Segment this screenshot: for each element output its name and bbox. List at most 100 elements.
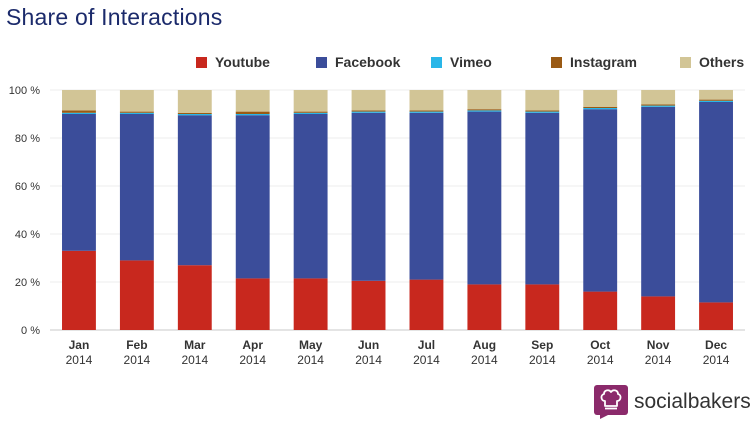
bar-segment-youtube-may[interactable] [293, 278, 328, 330]
bar-segment-instagram-feb[interactable] [119, 111, 154, 113]
brand-name: socialbakers [634, 390, 750, 413]
x-tick-year-label: 2014 [297, 353, 324, 367]
bar-segment-facebook-aug[interactable] [467, 111, 502, 285]
bar-segment-youtube-oct[interactable] [583, 291, 618, 330]
x-tick-year-label: 2014 [239, 353, 266, 367]
legend-label-facebook: Facebook [335, 54, 401, 70]
bar-segment-vimeo-dec[interactable] [699, 100, 733, 102]
bar-segment-youtube-sep[interactable] [525, 284, 560, 330]
bar-segment-others-feb[interactable] [119, 90, 154, 112]
x-tick-label: Aug [473, 338, 496, 352]
bar-segment-youtube-feb[interactable] [119, 260, 154, 330]
legend-swatch-youtube [196, 56, 207, 68]
bar-segment-vimeo-may[interactable] [293, 112, 328, 114]
bar-segment-others-dec[interactable] [699, 90, 733, 100]
chef-hat-logo-icon [594, 385, 628, 419]
legend-item-youtube[interactable]: Youtube [196, 54, 270, 70]
bar-segment-youtube-jul[interactable] [409, 279, 444, 330]
bar-segment-others-sep[interactable] [525, 90, 560, 111]
x-tick-label: Oct [590, 338, 610, 352]
bar-segment-facebook-jan[interactable] [62, 114, 96, 251]
bar-segment-vimeo-sep[interactable] [525, 111, 560, 113]
bar-segment-instagram-jun[interactable] [351, 110, 386, 112]
legend-label-others: Others [699, 54, 745, 70]
x-tick-year-label: 2014 [124, 353, 151, 367]
bar-segment-facebook-may[interactable] [293, 114, 328, 279]
bar-segment-vimeo-mar[interactable] [177, 114, 212, 116]
bar-segment-others-nov[interactable] [641, 90, 676, 105]
legend-item-instagram[interactable]: Instagram [551, 54, 637, 70]
bar-segment-facebook-sep[interactable] [525, 112, 560, 285]
bar-segment-facebook-mar[interactable] [177, 115, 212, 266]
bar-segment-facebook-apr[interactable] [235, 115, 270, 279]
bar-segment-vimeo-jul[interactable] [409, 111, 444, 113]
bar-segment-youtube-mar[interactable] [177, 265, 212, 330]
bar-segment-instagram-may[interactable] [293, 111, 328, 113]
bar-segment-others-oct[interactable] [583, 90, 618, 107]
legend-item-facebook[interactable]: Facebook [316, 54, 400, 70]
x-tick-year-label: 2014 [471, 353, 498, 367]
x-tick-label: Nov [647, 338, 670, 352]
bar-segment-vimeo-jan[interactable] [62, 112, 96, 114]
y-tick-label: 80 % [15, 133, 40, 145]
bar-segment-youtube-jan[interactable] [62, 250, 96, 330]
y-tick-label: 40 % [15, 229, 40, 241]
x-tick-year-label: 2014 [703, 353, 730, 367]
bar-segment-youtube-aug[interactable] [467, 284, 502, 330]
bar-segment-facebook-oct[interactable] [583, 109, 618, 292]
bar-segment-instagram-jul[interactable] [409, 110, 444, 112]
legend-label-vimeo: Vimeo [450, 54, 492, 70]
legend-item-others[interactable]: Others [680, 54, 744, 70]
legend-item-vimeo[interactable]: Vimeo [431, 54, 492, 70]
bar-segment-facebook-dec[interactable] [699, 102, 733, 303]
bar-segment-facebook-jun[interactable] [351, 112, 386, 281]
bar-segment-youtube-nov[interactable] [641, 296, 676, 330]
chart-legend: Youtube Facebook Vimeo Instagram Others [0, 54, 750, 72]
y-tick-label: 0 % [21, 325, 40, 337]
y-tick-label: 100 % [9, 85, 40, 97]
bar-segment-others-jul[interactable] [409, 90, 444, 111]
x-tick-year-label: 2014 [645, 353, 672, 367]
bar-segment-instagram-mar[interactable] [177, 112, 212, 114]
bar-segment-others-jan[interactable] [62, 90, 96, 111]
x-tick-year-label: 2014 [181, 353, 208, 367]
bar-segment-others-jun[interactable] [351, 90, 386, 111]
bar-segment-instagram-sep[interactable] [525, 110, 560, 112]
bar-segment-vimeo-oct[interactable] [583, 108, 618, 110]
x-tick-year-label: 2014 [529, 353, 556, 367]
legend-label-youtube: Youtube [215, 54, 270, 70]
bar-segment-vimeo-nov[interactable] [641, 105, 676, 107]
legend-swatch-facebook [316, 56, 327, 68]
bar-segment-instagram-oct[interactable] [583, 106, 618, 108]
bar-segment-facebook-nov[interactable] [641, 106, 676, 297]
bar-segment-youtube-jun[interactable] [351, 280, 386, 330]
bar-segment-youtube-dec[interactable] [699, 302, 733, 330]
x-tick-label: Jan [69, 338, 90, 352]
bar-segment-instagram-jan[interactable] [62, 110, 96, 113]
bar-segment-youtube-apr[interactable] [235, 278, 270, 330]
bar-segment-facebook-feb[interactable] [119, 114, 154, 261]
bar-segment-others-apr[interactable] [235, 90, 270, 112]
bar-segment-facebook-jul[interactable] [409, 112, 444, 280]
bar-segment-vimeo-apr[interactable] [235, 114, 270, 116]
bar-segment-instagram-nov[interactable] [641, 104, 676, 106]
legend-label-instagram: Instagram [570, 54, 637, 70]
bar-segment-instagram-apr[interactable] [235, 111, 270, 114]
bar-segment-instagram-dec[interactable] [699, 99, 733, 101]
bar-segment-instagram-aug[interactable] [467, 109, 502, 111]
x-tick-label: Mar [184, 338, 206, 352]
bar-segment-vimeo-jun[interactable] [351, 111, 386, 113]
bar-segment-vimeo-aug[interactable] [467, 110, 502, 112]
x-tick-year-label: 2014 [587, 353, 614, 367]
brand-watermark: socialbakers [594, 385, 750, 419]
legend-swatch-vimeo [431, 56, 442, 68]
bar-segment-others-aug[interactable] [467, 90, 502, 110]
bar-segment-vimeo-feb[interactable] [119, 112, 154, 114]
x-tick-label: Jul [418, 338, 435, 352]
x-tick-label: Jun [358, 338, 379, 352]
x-tick-label: Dec [705, 338, 727, 352]
chart-title: Share of Interactions [6, 4, 223, 30]
bar-segment-others-may[interactable] [293, 90, 328, 112]
bar-segment-others-mar[interactable] [177, 90, 212, 113]
